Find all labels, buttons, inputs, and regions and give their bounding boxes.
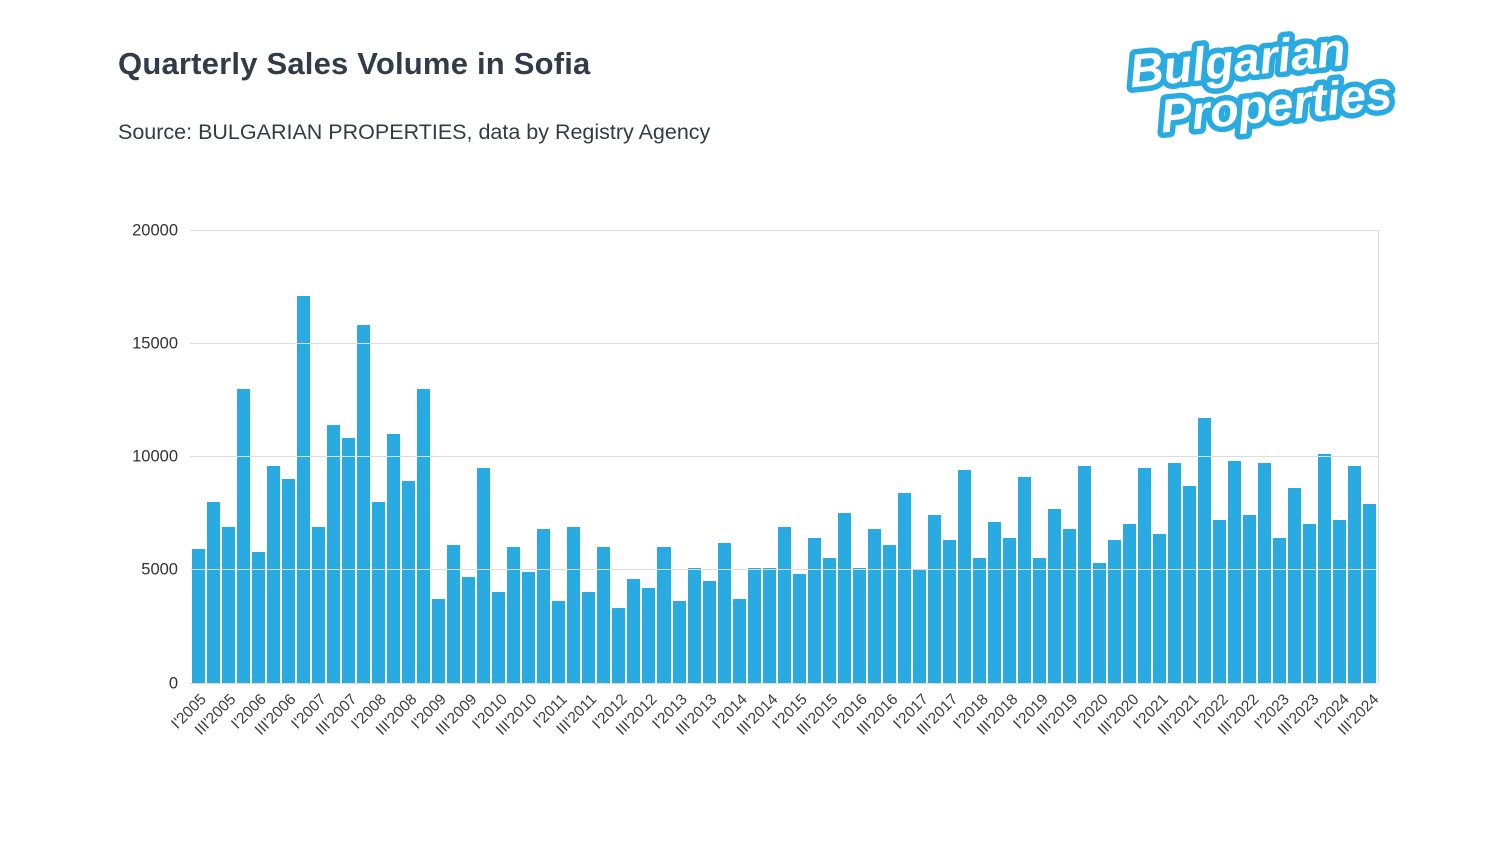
bar	[477, 467, 491, 683]
bar	[732, 599, 746, 683]
bar	[1168, 463, 1182, 683]
bar	[1348, 465, 1362, 683]
bar	[447, 544, 461, 683]
bar	[672, 601, 686, 683]
bar	[837, 513, 851, 683]
bar	[417, 388, 431, 683]
bar	[1092, 562, 1106, 683]
x-axis: I'2005 III'2005 I'2006 III'2006 I'2007 III'20…	[168, 683, 1382, 773]
bar	[942, 540, 956, 683]
bar	[522, 572, 536, 683]
bar	[297, 295, 311, 683]
bar	[552, 601, 566, 683]
bar	[432, 599, 446, 683]
gridline	[190, 342, 1378, 344]
bar	[747, 567, 761, 683]
page-title: Quarterly Sales Volume in Sofia	[118, 46, 591, 81]
bar	[1228, 461, 1242, 683]
bar	[687, 567, 701, 683]
bar	[612, 608, 626, 683]
bar	[807, 538, 821, 683]
bar	[462, 576, 476, 683]
bar	[1333, 519, 1347, 683]
gridline	[190, 456, 1378, 457]
gridline	[190, 569, 1378, 571]
plot-area: I'2005 III'2005 I'2006 III'2006 I'2007 III'20…	[132, 221, 1382, 739]
bar	[357, 325, 371, 683]
bar	[642, 587, 656, 683]
bar	[897, 492, 911, 683]
bulgarian-properties-logo: Bulgarian Properties	[1114, 6, 1446, 169]
bar	[1363, 504, 1377, 683]
bar	[1288, 488, 1302, 683]
bar	[402, 481, 416, 683]
bar	[912, 569, 926, 683]
bar	[927, 515, 941, 683]
source-caption: Source: BULGARIAN PROPERTIES, data by Re…	[118, 120, 711, 144]
bar	[702, 581, 716, 683]
bar	[717, 542, 731, 683]
bar	[852, 567, 866, 683]
bar	[1243, 515, 1257, 683]
bar	[1002, 538, 1016, 683]
bar	[1273, 538, 1287, 683]
bar	[822, 558, 836, 683]
bar	[1047, 508, 1061, 683]
bar	[1107, 540, 1121, 683]
bar	[882, 544, 896, 683]
bar	[252, 551, 266, 683]
bar	[792, 574, 806, 683]
bar	[192, 549, 206, 683]
bar	[627, 578, 641, 683]
y-tick-label: 15000	[132, 334, 178, 353]
bar	[492, 592, 506, 683]
gridline	[190, 682, 1378, 684]
bar	[972, 558, 986, 683]
bar	[567, 526, 581, 683]
bar	[1153, 533, 1167, 683]
bar	[387, 433, 401, 683]
bar	[372, 501, 386, 683]
bar	[507, 547, 521, 683]
bar	[237, 388, 251, 683]
bar	[267, 465, 281, 683]
y-tick-label: 5000	[141, 560, 178, 579]
bar	[282, 479, 296, 683]
bar	[327, 424, 341, 683]
bar	[1213, 519, 1227, 683]
bar	[537, 528, 551, 683]
gridline	[190, 229, 1378, 231]
y-tick-label: 20000	[132, 221, 178, 239]
bar	[597, 547, 611, 683]
bar	[1017, 476, 1031, 683]
bar	[207, 501, 221, 683]
bar	[1077, 465, 1091, 683]
bar	[1062, 528, 1076, 683]
logo-graphic: Bulgarian Properties	[1121, 17, 1400, 148]
bars-container	[192, 230, 1377, 683]
bar	[1318, 454, 1332, 683]
bar	[582, 592, 596, 683]
bar	[867, 528, 881, 683]
y-tick-label: 10000	[132, 447, 178, 466]
bar	[312, 526, 326, 683]
bar	[1032, 558, 1046, 683]
bar	[1198, 418, 1212, 683]
bar	[1303, 524, 1317, 683]
y-tick-label: 0	[168, 674, 178, 692]
bar	[1122, 524, 1136, 683]
bar	[957, 470, 971, 683]
bar	[987, 522, 1001, 683]
bar	[342, 438, 356, 683]
bar	[1137, 467, 1151, 683]
bar	[777, 526, 791, 683]
bar	[762, 567, 776, 683]
bar	[1258, 463, 1272, 683]
bar	[657, 547, 671, 683]
bar	[222, 526, 236, 683]
bar	[1183, 485, 1197, 683]
